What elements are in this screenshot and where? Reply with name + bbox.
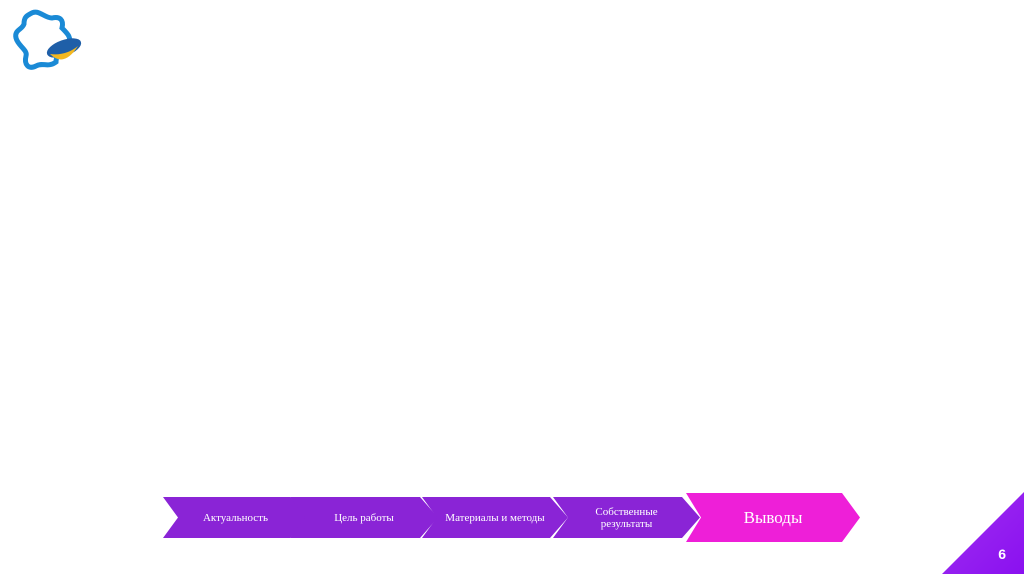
step-conclusions[interactable]: Выводы [686, 493, 860, 542]
step-label: Выводы [743, 507, 803, 527]
step-label: Цель работы [334, 511, 394, 524]
step-label: Материалы и методы [445, 511, 545, 524]
step-materials-methods[interactable]: Материалы и методы [422, 497, 568, 538]
step-relevance[interactable]: Актуальность [163, 497, 308, 538]
step-goal[interactable]: Цель работы [290, 497, 438, 538]
corner-decoration [942, 492, 1024, 574]
slide-number: 6 [998, 546, 1006, 562]
step-label: Актуальность [202, 511, 268, 524]
step-own-results[interactable]: Собственные результаты [553, 497, 700, 538]
logo-icon [13, 9, 82, 70]
step-label: Собственные результаты [595, 505, 658, 530]
